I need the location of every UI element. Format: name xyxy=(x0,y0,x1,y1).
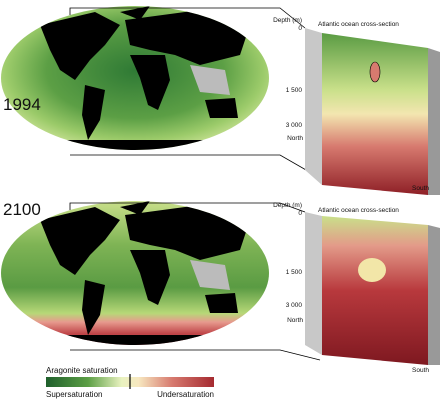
depth-tick: 3 000 xyxy=(286,122,303,129)
map-1994 xyxy=(1,6,269,150)
depth-label: Depth (m) xyxy=(273,202,302,209)
south-label: South xyxy=(412,367,429,374)
north-label: North xyxy=(287,317,303,324)
north-label: North xyxy=(287,135,303,142)
south-label: South xyxy=(412,185,429,192)
cross-section-2100 xyxy=(305,212,440,365)
depth-tick: 0 xyxy=(298,210,302,217)
year-label: 1994 xyxy=(3,95,41,114)
map-2100 xyxy=(1,201,269,345)
section-title: Atlantic ocean cross-section xyxy=(318,21,399,28)
legend-title: Aragonite saturation xyxy=(46,366,118,375)
depth-tick: 0 xyxy=(298,25,302,32)
section-labels: Depth (m) 0 1 500 3 000 North South Atla… xyxy=(273,17,429,374)
depth-label: Depth (m) xyxy=(273,17,302,24)
legend-left: Supersaturation xyxy=(46,390,102,399)
section-title: Atlantic ocean cross-section xyxy=(318,207,399,214)
legend: Aragonite saturation Supersaturation Und… xyxy=(46,366,214,399)
year-label: 2100 xyxy=(3,200,41,219)
legend-right: Undersaturation xyxy=(157,390,214,399)
cross-section-1994 xyxy=(305,28,440,195)
depth-tick: 1 500 xyxy=(286,87,303,94)
depth-tick: 1 500 xyxy=(286,269,303,276)
depth-tick: 3 000 xyxy=(286,302,303,309)
